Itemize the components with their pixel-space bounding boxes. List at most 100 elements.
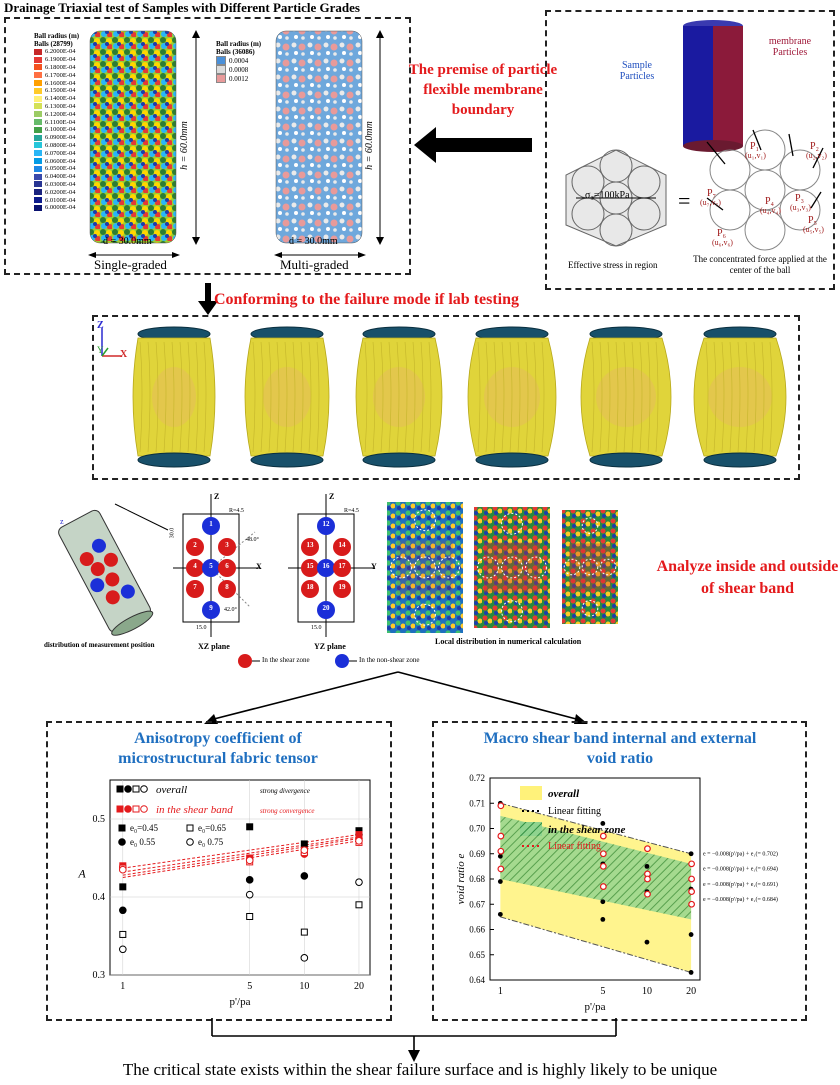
left-fit-line [122, 838, 360, 876]
right-ytick: 0.67 [469, 899, 485, 909]
multi-legend-swatch [216, 56, 226, 65]
single-legend-swatch [34, 72, 42, 79]
yz-caption: YZ plane [314, 642, 346, 651]
single-legend-value: 6.1900E-04 [45, 56, 76, 64]
single-legend-swatch [34, 197, 42, 204]
left-data-point [119, 865, 127, 874]
measurement-point-number: 6 [225, 562, 229, 570]
left-legend-shear-note: strong convergence [260, 807, 315, 815]
multi-legend-title: Ball radius (m) [216, 40, 262, 48]
measurement-point [333, 559, 351, 577]
single-legend-item: 6.1600E-04 [34, 79, 94, 87]
left-fit-line [122, 834, 360, 869]
left-data-point [355, 837, 363, 845]
single-legend-value: 6.0700E-04 [45, 149, 76, 157]
force-node-label: P₁ [750, 141, 760, 152]
right-xtick: 1 [498, 986, 503, 997]
svg-text:z: z [60, 517, 64, 526]
right-ytick: 0.70 [469, 824, 485, 834]
premise-text: The premise of particle flexible membran… [408, 62, 558, 118]
left-legend-marker [140, 805, 148, 813]
right-ytick: 0.64 [469, 975, 485, 985]
single-legend-swatch [34, 87, 42, 94]
single-legend-value: 6.0300E-04 [45, 180, 76, 188]
right-xtick: 5 [600, 986, 605, 997]
force-node-label: P₆ [717, 228, 727, 239]
multi-height-arrow [376, 30, 384, 245]
left-legend-e-marker [118, 838, 126, 846]
measurement-point-number: 18 [306, 583, 314, 591]
single-legend-value: 6.0800E-04 [45, 141, 76, 149]
local-caption: Local distribution in numerical calculat… [435, 637, 582, 646]
left-data-point [119, 906, 127, 915]
right-legend-shear-fit: Linear fitting [548, 841, 601, 852]
right-legend-shear: in the shear zone [548, 824, 625, 836]
single-legend-value: 6.0000E-04 [45, 204, 76, 212]
equals-sign: = [678, 188, 691, 213]
left-xtick: 5 [247, 981, 252, 992]
legend-shear-zone: In the shear zone [262, 656, 310, 664]
xz-angle1: 48.0° [246, 537, 259, 543]
measurement-point [186, 580, 204, 598]
single-legend-value: 6.0100E-04 [45, 196, 76, 204]
measurement-point-number: 7 [193, 583, 197, 591]
top-title: Drainage Triaxial test of Samples with D… [4, 0, 360, 15]
right-bound-line [500, 916, 692, 973]
measurement-point-number: 5 [209, 562, 213, 570]
single-legend-value: 6.1500E-04 [45, 87, 76, 95]
single-legend-value: 6.1700E-04 [45, 71, 76, 79]
single-legend-value: 6.1600E-04 [45, 79, 76, 87]
force-node-label: (u₄,v₄) [760, 206, 781, 215]
yz-w-label: 15.0 [311, 625, 322, 631]
left-legend-marker [140, 785, 148, 793]
shear-band [500, 815, 692, 920]
single-legend-item: 6.1500E-04 [34, 87, 94, 95]
failure-sample [244, 326, 330, 468]
yz-z-label: Z [329, 492, 335, 501]
single-legend-item: 6.1000E-04 [34, 126, 94, 134]
axis-x-label: X [120, 349, 128, 360]
single-legend-item: 6.0400E-04 [34, 173, 94, 181]
single-legend-value: 6.1300E-04 [45, 102, 76, 110]
right-data-point [600, 821, 606, 826]
left-data-point [246, 913, 254, 920]
right-data-point [497, 865, 505, 873]
sample-particles-label: Sample Particles [619, 60, 655, 82]
measurement-point-number: 1 [209, 520, 213, 528]
left-ytick: 0.5 [93, 814, 106, 825]
failure-sample [693, 326, 787, 468]
left-data-point [246, 823, 254, 831]
right-ytick: 0.65 [469, 950, 485, 960]
right-data-point [497, 879, 503, 884]
branch-arrows [204, 671, 588, 724]
single-legend-swatch [34, 189, 42, 196]
force-node-label: (u₆,v₆) [712, 238, 733, 247]
multi-legend-swatch [216, 65, 226, 74]
yz-r-label: R=4.5 [344, 508, 359, 514]
right-equation: e = −0.008(p'/pa) + e₁(= 0.691) [703, 881, 778, 888]
multi-legend-value: 0.0012 [229, 74, 249, 83]
single-legend-swatch [34, 142, 42, 149]
right-data-point [644, 845, 651, 853]
single-legend-swatch [34, 181, 42, 188]
left-data-point [300, 928, 308, 936]
effective-stress-caption: Effective stress in region [568, 260, 658, 270]
xz-h-label: 30.0 [169, 527, 176, 539]
single-legend-swatch [34, 111, 42, 118]
right-data-point [688, 875, 696, 883]
left-legend-overall-note: strong divergence [260, 787, 310, 795]
right-ytick: 0.69 [469, 849, 485, 859]
xyz-axes [101, 328, 122, 357]
measure-caption: distribution of measurement position [44, 641, 155, 649]
multi-caption: Multi-graded [280, 257, 349, 272]
xz-w-label: 15.0 [196, 625, 207, 631]
multi-legend-sub: Balls (36086) [216, 48, 255, 56]
left-data-point [245, 890, 254, 899]
measurement-point-number: 15 [306, 562, 314, 570]
measurement-point [186, 559, 204, 577]
multi-legend-list: 0.0004 0.0008 0.0012 [216, 56, 276, 83]
multi-height-label: h = 60.0mm [363, 121, 375, 170]
left-plot-frame [109, 779, 371, 976]
left-data-point [300, 840, 308, 848]
measurement-point [333, 580, 351, 598]
